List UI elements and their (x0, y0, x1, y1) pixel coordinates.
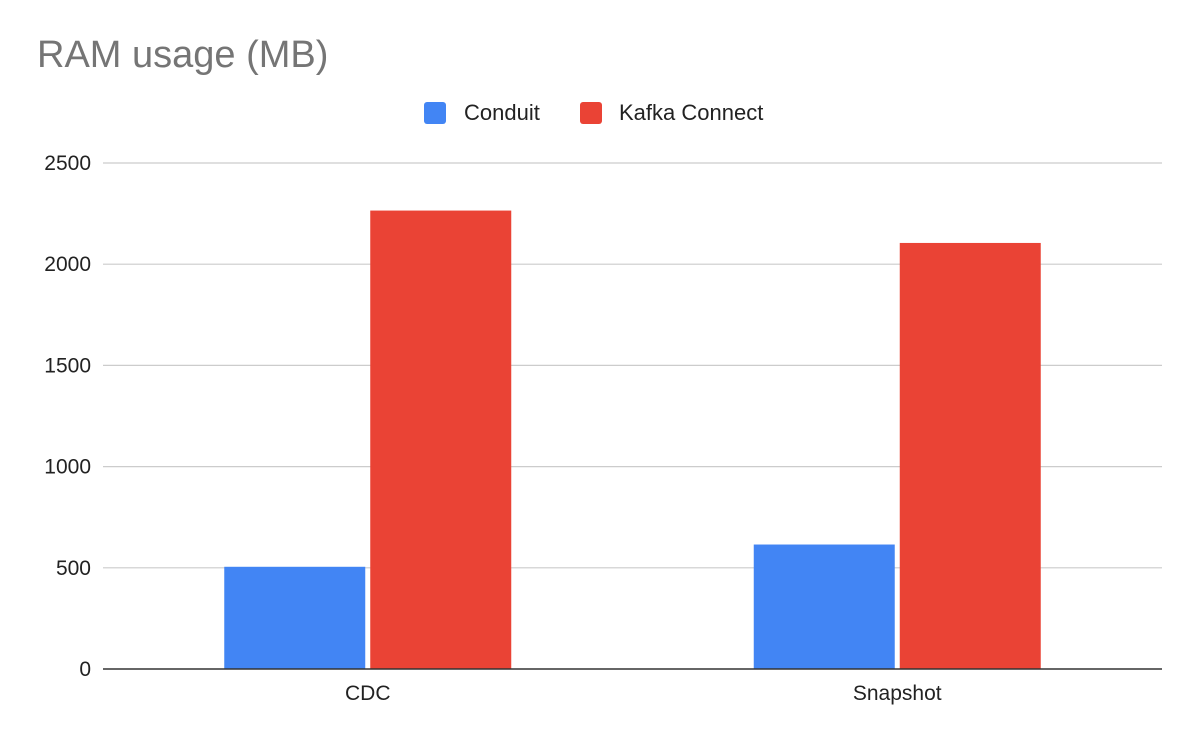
legend-swatch-kafka-connect (580, 102, 602, 124)
x-tick-label: Snapshot (853, 682, 942, 705)
legend-label: Conduit (464, 100, 540, 125)
y-tick-label: 500 (56, 557, 91, 580)
legend-swatch-conduit (424, 102, 446, 124)
y-tick-label: 2000 (44, 253, 91, 276)
x-tick-label: CDC (345, 682, 391, 705)
bar-kafka-connect-cdc[interactable] (370, 210, 512, 669)
chart-title: RAM usage (MB) (37, 34, 329, 76)
bar-conduit-snapshot[interactable] (753, 544, 895, 669)
y-tick-label: 2500 (44, 152, 91, 175)
bar-conduit-cdc[interactable] (224, 566, 366, 669)
legend-label: Kafka Connect (619, 100, 763, 125)
bar-kafka-connect-snapshot[interactable] (899, 242, 1041, 669)
y-tick-label: 0 (79, 658, 91, 681)
y-tick-label: 1500 (44, 354, 91, 377)
y-tick-label: 1000 (44, 456, 91, 479)
